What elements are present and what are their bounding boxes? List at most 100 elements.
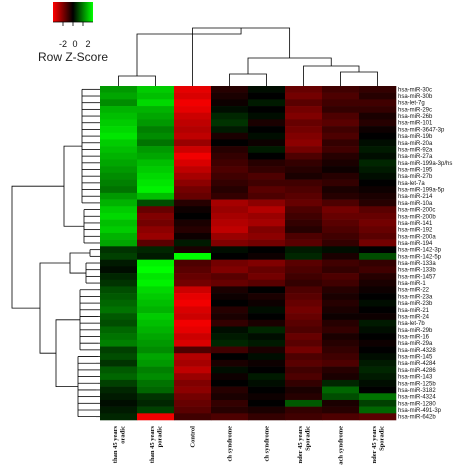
row-label: hsa-miR-199a-3p/hs <box>398 161 452 167</box>
heatmap-cell <box>211 386 249 394</box>
heatmap-cell <box>359 179 397 187</box>
heatmap-cell <box>359 399 397 407</box>
heatmap-cell <box>100 373 138 381</box>
heatmap-cell <box>322 359 360 367</box>
row-dendrogram-branch <box>55 319 80 387</box>
heatmap-cell <box>137 86 175 93</box>
heatmap-cell <box>248 399 286 407</box>
heatmap-cell <box>100 206 138 214</box>
heatmap-cell <box>322 226 360 234</box>
heatmap-cell <box>211 279 249 287</box>
heatmap-cell <box>359 293 397 301</box>
heatmap-cell <box>174 393 212 401</box>
heatmap-cell <box>100 92 138 100</box>
heatmap-cell <box>248 306 286 314</box>
heatmap-cell <box>137 232 175 240</box>
heatmap-cell <box>137 273 175 281</box>
heatmap-cell <box>211 152 249 160</box>
heatmap-cell <box>285 279 323 287</box>
heatmap-cell <box>100 299 138 307</box>
heatmap-cell <box>137 99 175 107</box>
heatmap-cell <box>285 386 323 394</box>
heatmap-cell <box>100 279 138 287</box>
heatmap-cell <box>211 359 249 367</box>
heatmap-cell <box>174 379 212 387</box>
heatmap-cell <box>322 126 360 134</box>
heatmap-cell <box>211 159 249 167</box>
heatmap-cell <box>137 106 175 114</box>
heatmap-cell <box>322 406 360 414</box>
color-key-tick-label: 2 <box>85 39 90 49</box>
column-label: Sporadic <box>304 426 311 451</box>
heatmap-cell <box>137 132 175 140</box>
heatmap-cell <box>137 266 175 274</box>
row-label: hsa-miR-21 <box>398 308 430 314</box>
heatmap-cell <box>285 192 323 200</box>
heatmap-cell <box>211 126 249 134</box>
heatmap-cell <box>211 139 249 147</box>
heatmap-cell <box>174 366 212 374</box>
heatmap-cell <box>322 119 360 127</box>
heatmap-cell <box>174 253 212 260</box>
heatmap-cell <box>174 273 212 281</box>
heatmap-cell <box>137 246 175 254</box>
heatmap-cell <box>359 286 397 294</box>
heatmap-cell <box>174 279 212 287</box>
heatmap-cell <box>285 293 323 301</box>
row-label: hsa-miR-642b <box>398 415 436 421</box>
heatmap-cell <box>100 226 138 234</box>
column-labels: than 45 years oradic than 45 years poradic C… <box>112 426 386 465</box>
heatmap-cell <box>322 166 360 174</box>
column-dendrogram-branch <box>136 28 242 76</box>
heatmap-cell <box>248 346 286 354</box>
heatmap-cell <box>137 112 175 120</box>
heatmap-cell <box>137 146 175 154</box>
heatmap-cell <box>359 246 397 254</box>
heatmap-cell <box>211 346 249 354</box>
row-label: hsa-miR-4286 <box>398 368 436 374</box>
heatmap-cell <box>322 179 360 187</box>
heatmap-cell <box>211 353 249 361</box>
heatmap-cell <box>174 219 212 227</box>
heatmap-cell <box>100 253 138 260</box>
heatmap-cell <box>137 152 175 160</box>
heatmap-cell <box>174 166 212 174</box>
heatmap-cell <box>322 399 360 407</box>
heatmap-cell <box>174 146 212 154</box>
row-label: hsa-miR-27a <box>398 154 433 160</box>
row-label: hsa-miR-23a <box>398 294 433 300</box>
heatmap-cell <box>100 232 138 240</box>
heatmap-cell <box>285 399 323 407</box>
heatmap-cell <box>174 152 212 160</box>
heatmap-cell <box>211 299 249 307</box>
heatmap-cell <box>174 346 212 354</box>
heatmap-cell <box>211 253 249 260</box>
heatmap-cell <box>248 373 286 381</box>
heatmap-cell <box>211 339 249 347</box>
heatmap-cell <box>322 319 360 327</box>
heatmap-cell <box>248 186 286 194</box>
row-label: hsa-miR-145 <box>398 355 433 361</box>
heatmap-cell <box>359 172 397 180</box>
row-label: hsa-miR-4328 <box>398 348 436 354</box>
heatmap-cell <box>137 333 175 341</box>
heatmap-cell <box>100 339 138 347</box>
heatmap-cell <box>248 206 286 214</box>
row-label: hsa-miR-142-3p <box>398 248 442 254</box>
heatmap-cell <box>322 393 360 401</box>
heatmap-cell <box>174 159 212 167</box>
heatmap-cell <box>174 319 212 327</box>
heatmap-cell <box>285 126 323 134</box>
heatmap-cell <box>248 112 286 120</box>
row-label: hsa-miR-1280 <box>398 401 436 407</box>
heatmap-cell <box>248 293 286 301</box>
heatmap-cell <box>359 166 397 174</box>
heatmap-cell <box>100 126 138 134</box>
heatmap-cell <box>174 206 212 214</box>
heatmap-cell <box>211 393 249 401</box>
heatmap-cell <box>285 119 323 127</box>
row-label: hsa-miR-133a <box>398 261 436 267</box>
heatmap-cell <box>248 379 286 387</box>
row-label: hsa-miR-30c <box>398 87 432 93</box>
heatmap-cell <box>359 299 397 307</box>
